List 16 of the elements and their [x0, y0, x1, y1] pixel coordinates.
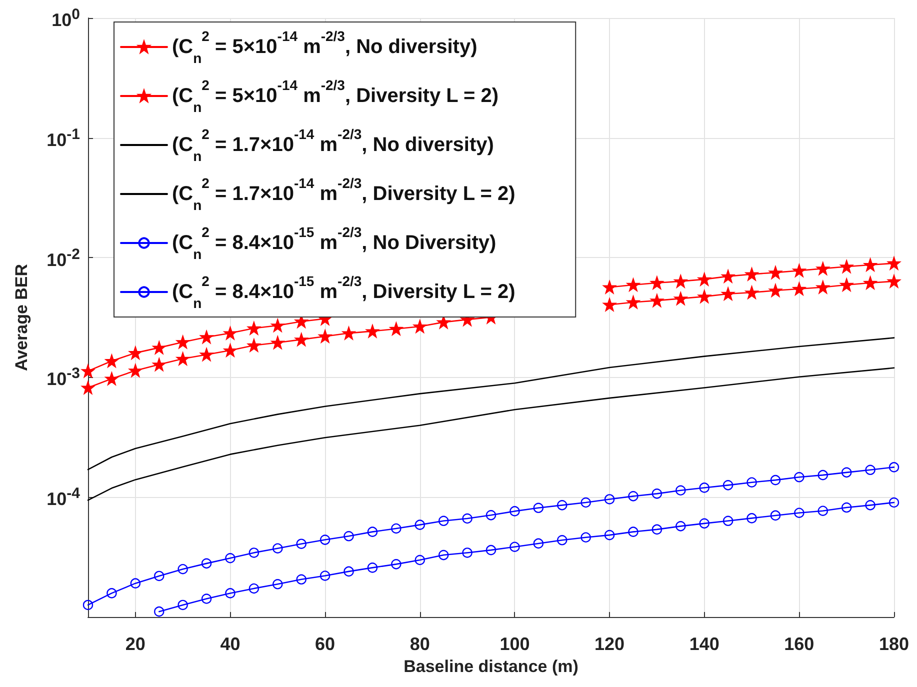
x-tick-label: 160: [784, 634, 814, 654]
x-tick-label: 80: [410, 634, 430, 654]
y-tick-label: 10$^{-1}$: [46, 126, 80, 150]
x-tick-label: 100: [500, 634, 530, 654]
y-axis-title: Average BER: [12, 264, 31, 372]
x-tick-label: 140: [689, 634, 720, 654]
x-tick-label: 120: [594, 634, 625, 654]
y-tick-label: 10$^{0}$: [52, 6, 80, 30]
x-tick-label: 180: [878, 634, 910, 654]
y-tick-label: 10$^{-2}$: [46, 246, 80, 270]
x-axis-title: Baseline distance (m): [404, 656, 578, 676]
x-tick-label: 40: [220, 634, 240, 654]
x-tick-label: 60: [315, 634, 336, 654]
x-tick-label: 20: [125, 634, 146, 654]
y-tick-label: 10$^{-3}$: [46, 365, 80, 390]
y-tick-label: 10$^{-4}$: [46, 485, 80, 510]
